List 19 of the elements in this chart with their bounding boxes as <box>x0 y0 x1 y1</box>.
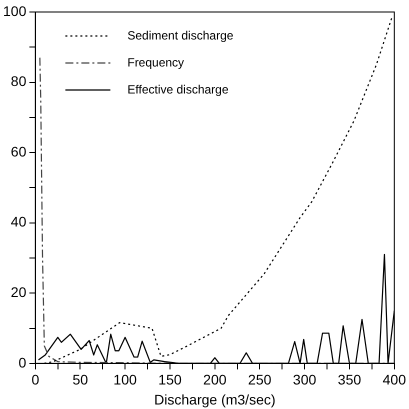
legend-label: Effective discharge <box>127 82 229 96</box>
x-axis-title: Discharge (m3/sec) <box>154 391 276 408</box>
x-tick-label: 150 <box>158 372 182 388</box>
y-tick-label: 100 <box>3 2 27 19</box>
x-tick-label: 400 <box>382 372 406 388</box>
y-tick-label: 60 <box>10 143 27 160</box>
y-tick-label: 80 <box>10 73 27 90</box>
x-tick-label: 50 <box>72 372 88 388</box>
x-tick-label: 300 <box>292 372 316 388</box>
y-tick-label: 40 <box>10 214 27 230</box>
x-tick-label: 200 <box>203 372 227 388</box>
x-tick-label: 0 <box>31 372 40 388</box>
legend-label: Sediment discharge <box>127 28 234 42</box>
x-tick-label: 100 <box>113 372 137 388</box>
y-tick-label: 20 <box>10 284 27 300</box>
x-tick-label: 250 <box>248 372 272 388</box>
y-tick-label: 0 <box>18 354 27 370</box>
legend-label: Frequency <box>127 55 184 70</box>
x-tick-label: 350 <box>338 372 362 388</box>
